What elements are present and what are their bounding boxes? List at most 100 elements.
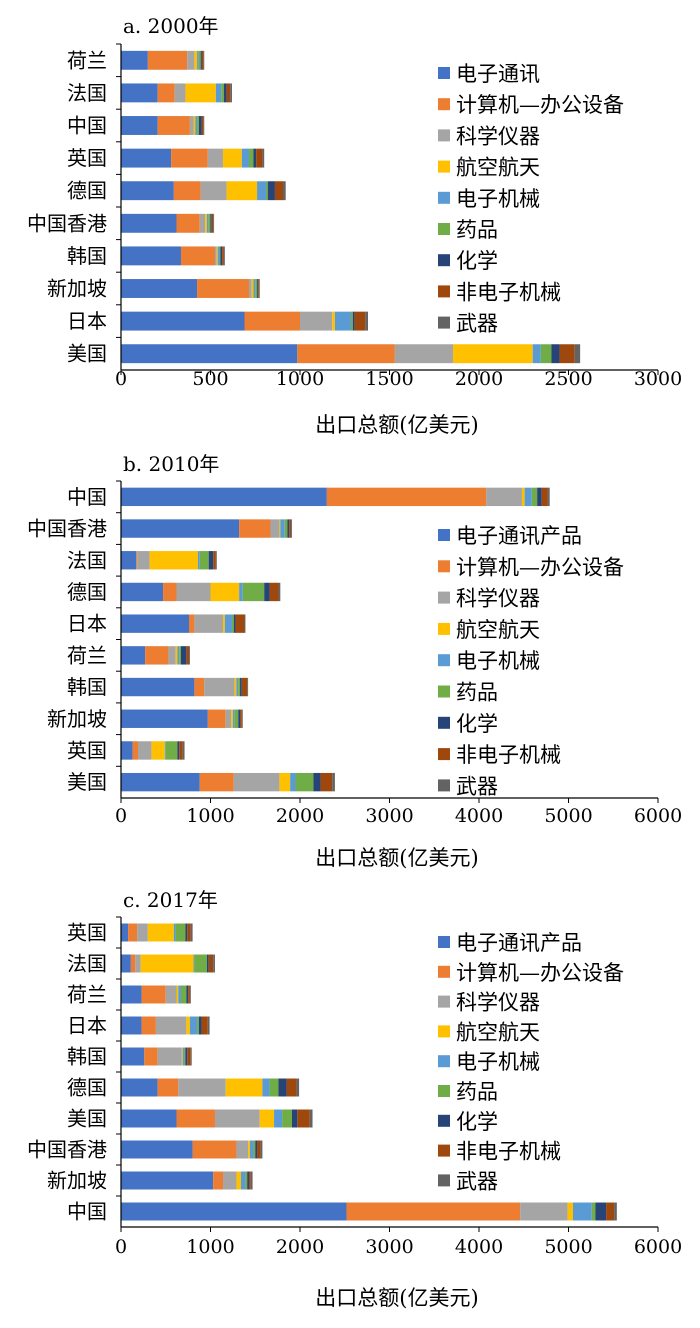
bar-segment xyxy=(121,1078,158,1097)
legend-swatch xyxy=(438,779,450,792)
panel-b-x-axis-label: 出口总额(亿美元) xyxy=(315,846,478,870)
bar-segment xyxy=(248,1140,250,1159)
bar-segment xyxy=(309,1109,313,1128)
bar-segment xyxy=(197,551,200,570)
bar-segment xyxy=(179,646,181,665)
bar-segment xyxy=(175,923,186,942)
bar-segment xyxy=(178,985,181,1004)
bar-segment xyxy=(207,709,226,728)
x-tick-label: 5000 xyxy=(544,805,592,827)
bar-segment xyxy=(262,148,265,168)
bar-segment xyxy=(174,83,186,103)
bar-segment xyxy=(245,1171,248,1190)
bar-segment xyxy=(258,279,260,298)
bar-segment xyxy=(247,1171,249,1190)
legend-swatch xyxy=(438,1114,450,1127)
bar-segment xyxy=(239,582,243,602)
bar-segment xyxy=(149,551,198,570)
bar-segment xyxy=(186,646,190,665)
bar-segment xyxy=(223,246,225,266)
legend-swatch xyxy=(438,129,450,142)
bar-segment xyxy=(168,646,176,665)
bar-segment xyxy=(176,985,179,1004)
category-label: 中国 xyxy=(67,114,107,138)
bar-segment xyxy=(279,519,281,538)
x-tick-label: 6000 xyxy=(634,805,682,827)
bar-segment xyxy=(257,181,266,201)
bar-segment xyxy=(394,344,454,364)
bar-segment xyxy=(199,551,209,570)
legend-swatch xyxy=(438,316,450,329)
panel-c-x-axis-label: 出口总额(亿美元) xyxy=(315,1286,478,1310)
x-tick-label: 0 xyxy=(115,368,127,390)
bar-segment xyxy=(140,954,194,973)
bar-segment xyxy=(226,83,231,103)
legend-swatch xyxy=(438,285,450,298)
bar-segment xyxy=(257,1140,261,1159)
category-label: 美国 xyxy=(67,770,107,794)
bar-segment xyxy=(137,923,148,942)
bar-segment xyxy=(269,582,279,602)
bar-segment xyxy=(184,1047,186,1066)
bar-segment xyxy=(121,50,148,70)
legend-swatch xyxy=(438,191,450,204)
bar-segment xyxy=(559,344,575,364)
panel-b-2010: b. 2010年 出口总额(亿美元) 美国 英国 新加坡 韩国 荷兰 日本 德国 法国 中国香港… xyxy=(27,452,682,870)
bar-segment xyxy=(264,582,270,602)
category-label: 法国 xyxy=(67,81,107,105)
category-label: 中国 xyxy=(67,485,107,509)
bar-segment xyxy=(486,487,522,507)
legend-swatch xyxy=(438,1085,450,1097)
bar-segment xyxy=(197,279,249,298)
x-tick-label: 2000 xyxy=(455,368,503,390)
bar-segment xyxy=(540,344,552,364)
category-label: 德国 xyxy=(67,580,107,604)
bar-segment xyxy=(211,213,214,233)
bar-segment xyxy=(193,116,196,135)
category-label: 美国 xyxy=(67,342,107,366)
bar-segment xyxy=(240,709,242,728)
category-label: 日本 xyxy=(67,1014,107,1038)
bar-segment xyxy=(591,1202,596,1221)
bar-segment xyxy=(240,677,242,697)
bar-segment xyxy=(121,279,198,298)
bar-segment xyxy=(121,344,298,364)
bar-segment xyxy=(194,954,207,973)
bar-segment xyxy=(351,311,353,331)
legend-label: 电子机械 xyxy=(456,187,540,211)
legend-swatch xyxy=(438,98,450,111)
bar-segment xyxy=(189,1016,198,1035)
bar-segment xyxy=(197,1016,199,1035)
bar-segment xyxy=(121,954,131,973)
bar-segment xyxy=(173,923,176,942)
bar-segment xyxy=(205,213,207,233)
x-tick-label: 4000 xyxy=(455,805,503,827)
category-label: 英国 xyxy=(67,921,107,945)
bar-segment xyxy=(157,1078,179,1097)
bar-segment xyxy=(215,83,222,103)
bar-segment xyxy=(326,487,487,507)
panel-a-title: a. 2000年 xyxy=(123,14,219,38)
bar-segment xyxy=(551,344,560,364)
category-label: 英国 xyxy=(67,738,107,762)
panel-c-title: c. 2017年 xyxy=(123,888,218,912)
bar-segment xyxy=(213,551,216,570)
legend-label: 航空航天 xyxy=(456,156,540,180)
bar-segment xyxy=(238,709,241,728)
bar-segment xyxy=(289,519,292,538)
bar-segment xyxy=(189,985,191,1004)
bar-segment xyxy=(290,772,296,792)
bar-segment xyxy=(180,246,215,266)
bar-segment xyxy=(190,923,193,942)
legend-swatch xyxy=(438,1144,450,1157)
legend-label: 科学仪器 xyxy=(456,587,540,611)
bar-segment xyxy=(346,1202,521,1221)
category-label: 荷兰 xyxy=(67,48,107,72)
bar-segment xyxy=(214,246,217,266)
legend-swatch xyxy=(438,622,450,635)
bar-segment xyxy=(537,487,542,507)
bar-segment xyxy=(234,709,239,728)
x-tick-label: 2500 xyxy=(544,368,592,390)
legend-label: 计算机—办公设备 xyxy=(456,93,624,117)
